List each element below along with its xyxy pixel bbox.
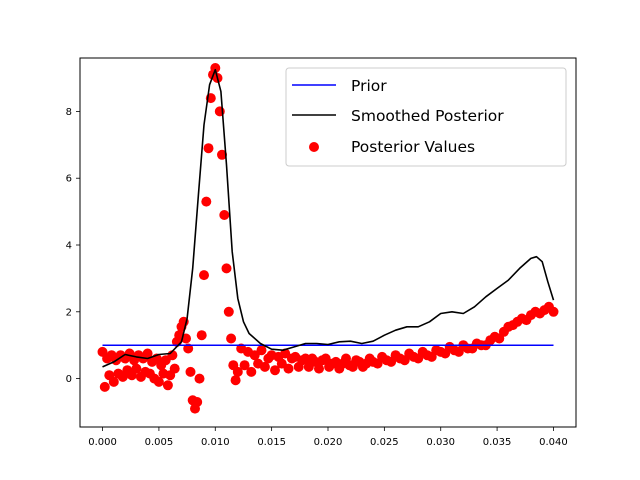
posterior-value-point (221, 263, 232, 274)
x-tick-label: 0.035 (483, 437, 512, 448)
posterior-value-point (203, 143, 214, 154)
posterior-value-point (223, 306, 234, 317)
legend-label-scatter: Posterior Values (351, 138, 475, 156)
x-tick-label: 0.040 (539, 437, 568, 448)
posterior-value-point (194, 373, 205, 384)
legend: Prior Smoothed Posterior Posterior Value… (285, 67, 567, 167)
x-tick-label: 0.010 (201, 437, 230, 448)
posterior-value-point (314, 363, 324, 374)
legend-label-prior: Prior (351, 77, 387, 95)
posterior-value-point (320, 353, 331, 364)
posterior-value-point (142, 348, 153, 359)
posterior-value-point (283, 363, 294, 374)
x-tick-label: 0.000 (88, 437, 117, 448)
posterior-value-point (183, 343, 194, 354)
posterior-value-point (230, 375, 241, 386)
posterior-value-point (199, 270, 209, 281)
x-tick-label: 0.020 (314, 437, 343, 448)
posterior-value-point (226, 333, 237, 344)
posterior-value-point (232, 366, 243, 377)
posterior-value-point (185, 366, 196, 377)
posterior-value-point (270, 365, 280, 376)
posterior-value-point (196, 330, 207, 341)
x-tick-label: 0.005 (145, 437, 174, 448)
posterior-value-point (169, 363, 180, 374)
smoothed-posterior-line (102, 68, 555, 368)
x-tick-label: 0.030 (426, 437, 455, 448)
posterior-value-point (210, 63, 221, 73)
posterior-value-point (131, 363, 142, 374)
y-tick-label: 2 (66, 307, 72, 318)
legend-box (285, 67, 567, 167)
posterior-value-point (548, 306, 559, 317)
posterior-value-point (201, 196, 212, 207)
y-axis: 0 2 4 6 8 (66, 107, 80, 385)
legend-label-smoothed: Smoothed Posterior (351, 107, 504, 125)
posterior-value-point (239, 360, 250, 371)
y-tick-label: 6 (66, 174, 72, 185)
y-tick-label: 8 (66, 107, 72, 118)
posterior-value-point (219, 210, 230, 220)
posterior-value-point (162, 380, 173, 391)
posterior-value-point (108, 376, 119, 387)
legend-marker-scatter (309, 142, 319, 152)
x-tick-label: 0.015 (257, 437, 286, 448)
posterior-value-point (99, 381, 110, 392)
x-axis: 0.000 0.005 0.010 0.015 0.020 0.025 0.030 0.035… (88, 427, 568, 448)
posterior-value-point (217, 149, 227, 160)
posterior-value-point (192, 397, 203, 407)
posterior-value-point (259, 361, 270, 372)
y-tick-label: 4 (66, 241, 72, 252)
posterior-value-point (256, 345, 267, 356)
y-tick-label: 0 (66, 374, 72, 385)
posterior-value-point (246, 366, 257, 377)
x-tick-label: 0.025 (370, 437, 399, 448)
posterior-value-point (153, 376, 164, 387)
